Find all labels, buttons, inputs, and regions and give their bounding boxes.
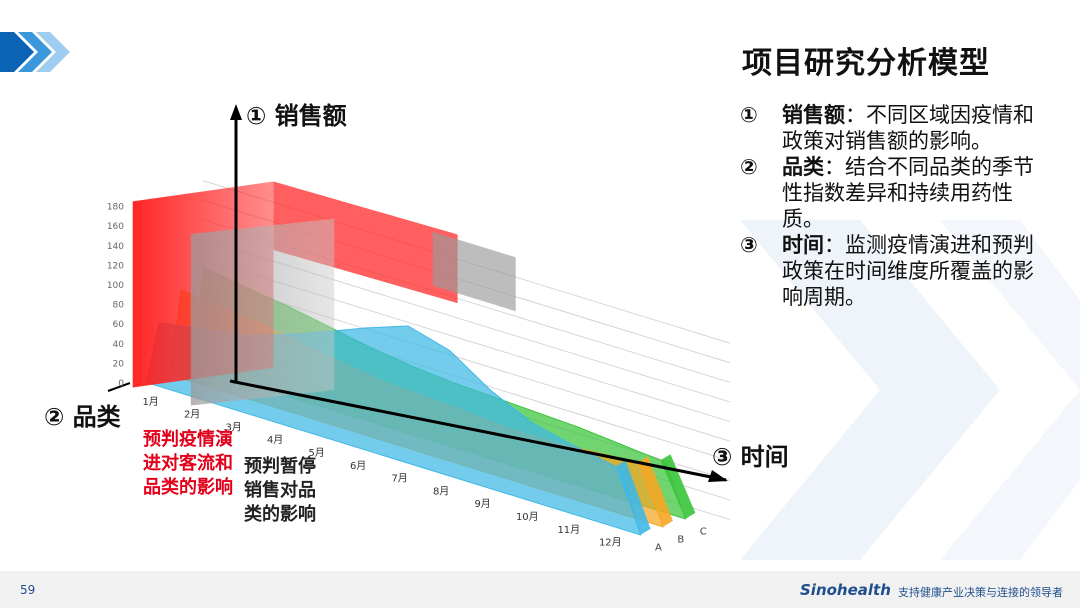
x-tick-label: 9月 [474, 498, 490, 510]
x-tick-label: 8月 [433, 485, 449, 497]
description-list: ① 销售额：不同区域因疫情和政策对销售额的影响。 ② 品类：结合不同品类的季节性… [740, 102, 1040, 310]
time-axis-line [229, 379, 727, 482]
series-side-A [615, 460, 651, 535]
description-item: ① 销售额：不同区域因疫情和政策对销售额的影响。 [740, 102, 1040, 154]
sales-axis-arrow-icon [230, 104, 242, 120]
page-number: 59 [20, 583, 36, 597]
y-tick-label: 140 [107, 242, 124, 252]
depth-tick-label: B [677, 535, 684, 546]
y-tick-label: 80 [113, 301, 125, 311]
x-tick-label: 1月 [142, 396, 158, 408]
x-tick-label: 6月 [350, 460, 366, 472]
series-side-C [660, 454, 696, 519]
y-tick-label: 40 [113, 340, 125, 350]
axes [107, 104, 728, 482]
slide-title: 项目研究分析模型 [742, 46, 990, 81]
depth-tick-label: A [655, 543, 662, 554]
item-heading: 品类 [782, 155, 824, 179]
x-tick-label: 12月 [599, 537, 622, 549]
tick-labels: 0 20 40 60 80 100 120 140 160 180 C B A 1月 2月 3月 4月 5月 6月 7… [107, 203, 707, 554]
item-text: ：不同区域因疫情和政策对销售额的影响。 [782, 103, 1034, 153]
item-heading: 销售额 [782, 103, 845, 127]
description-item: ③ 时间：监测疫情演进和预判政策在时间维度所覆盖的影响周期。 [740, 232, 1040, 310]
sales-3d-chart: 0 20 40 60 80 100 120 140 160 180 C B A 1月 2月 3月 4月 5月 6月 7… [107, 104, 730, 554]
y-tick-label: 160 [107, 222, 124, 232]
x-tick-label: 10月 [516, 511, 539, 523]
y-tick-label: 0 [118, 379, 124, 389]
forecast-suspension-back [432, 231, 516, 312]
series-side-B [638, 456, 673, 527]
x-tick-label: 11月 [557, 524, 580, 536]
category-axis-line [107, 382, 131, 392]
y-tick-label: 60 [113, 320, 125, 330]
y-tick-label: 180 [107, 203, 124, 213]
x-tick-label: 7月 [391, 473, 407, 485]
depth-tick-label: C [700, 527, 707, 538]
item-number: ② [740, 155, 758, 179]
item-text: ：结合不同品类的季节性指数差异和持续用药性质。 [782, 155, 1034, 231]
chevron-decoration-icon [0, 32, 70, 72]
x-tick-label: 3月 [225, 421, 241, 433]
x-tick-label: 5月 [308, 447, 324, 459]
epidemic-impact-note: 预判疫情演进对客流和品类的影响 [143, 429, 233, 498]
sales-suspension-note: 预判暂停销售对品类的影响 [244, 456, 316, 525]
overlay-planes [132, 181, 516, 406]
y-tick-label: 100 [107, 281, 124, 291]
item-heading: 时间 [782, 233, 824, 257]
y-tick-label: 20 [113, 359, 125, 369]
description-item: ② 品类：结合不同品类的季节性指数差异和持续用药性质。 [740, 154, 1040, 232]
y-tick-label: 120 [107, 261, 124, 271]
forecast-epidemic-back [273, 181, 458, 304]
time-axis-label: ③ 时间 [712, 443, 789, 471]
background-chevron-icon [740, 220, 1080, 560]
brand-slogan: 支持健康产业决策与连接的领导者 [898, 586, 1063, 599]
time-axis-arrow-icon [708, 470, 728, 482]
sales-axis-label: ① 销售额 [246, 102, 347, 130]
category-axis-label: ② 品类 [44, 403, 121, 431]
x-tick-label: 4月 [267, 434, 283, 446]
brand-logo: Sinohealth [800, 581, 891, 599]
x-tick-label: 2月 [184, 409, 200, 421]
forecast-suspension-plane [190, 218, 335, 406]
item-number: ③ [740, 233, 758, 257]
item-number: ① [740, 103, 758, 127]
footer-bar [0, 571, 1080, 608]
item-text: ：监测疫情演进和预判政策在时间维度所覆盖的影响周期。 [782, 233, 1034, 309]
